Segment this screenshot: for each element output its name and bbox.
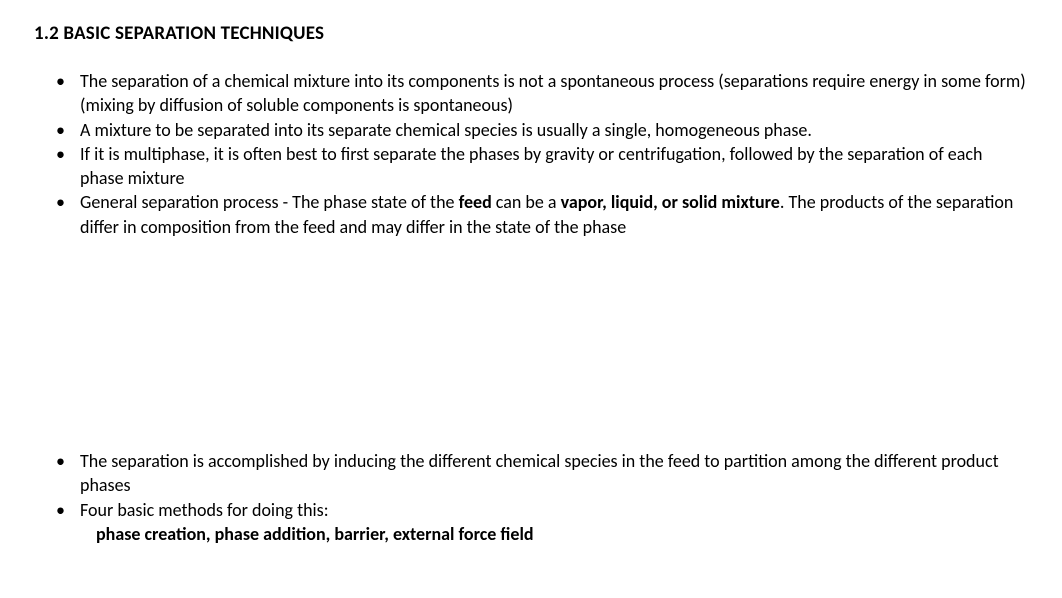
content-gap (34, 239, 1028, 449)
bullet-item: The separation is accomplished by induci… (56, 449, 1028, 498)
bullet-item: General separation process - The phase s… (56, 190, 1028, 239)
methods-line: phase creation, phase addition, barrier,… (34, 522, 1028, 546)
bullet-text-part: can be a (492, 191, 561, 213)
section-heading: 1.2 BASIC SEPARATION TECHNIQUES (34, 22, 1028, 45)
bullet-item: The separation of a chemical mixture int… (56, 69, 1028, 118)
bullet-list-bottom: The separation is accomplished by induci… (34, 449, 1028, 522)
bullet-item: If it is multiphase, it is often best to… (56, 142, 1028, 191)
bullet-item: Four basic methods for doing this: (56, 498, 1028, 522)
bullet-item: A mixture to be separated into its separ… (56, 118, 1028, 142)
bullet-list-top: The separation of a chemical mixture int… (34, 69, 1028, 239)
bullet-text-part: General separation process - The phase s… (80, 191, 459, 213)
bullet-text-bold: feed (459, 191, 492, 213)
bullet-text-bold: vapor, liquid, or solid mixture (561, 191, 780, 213)
